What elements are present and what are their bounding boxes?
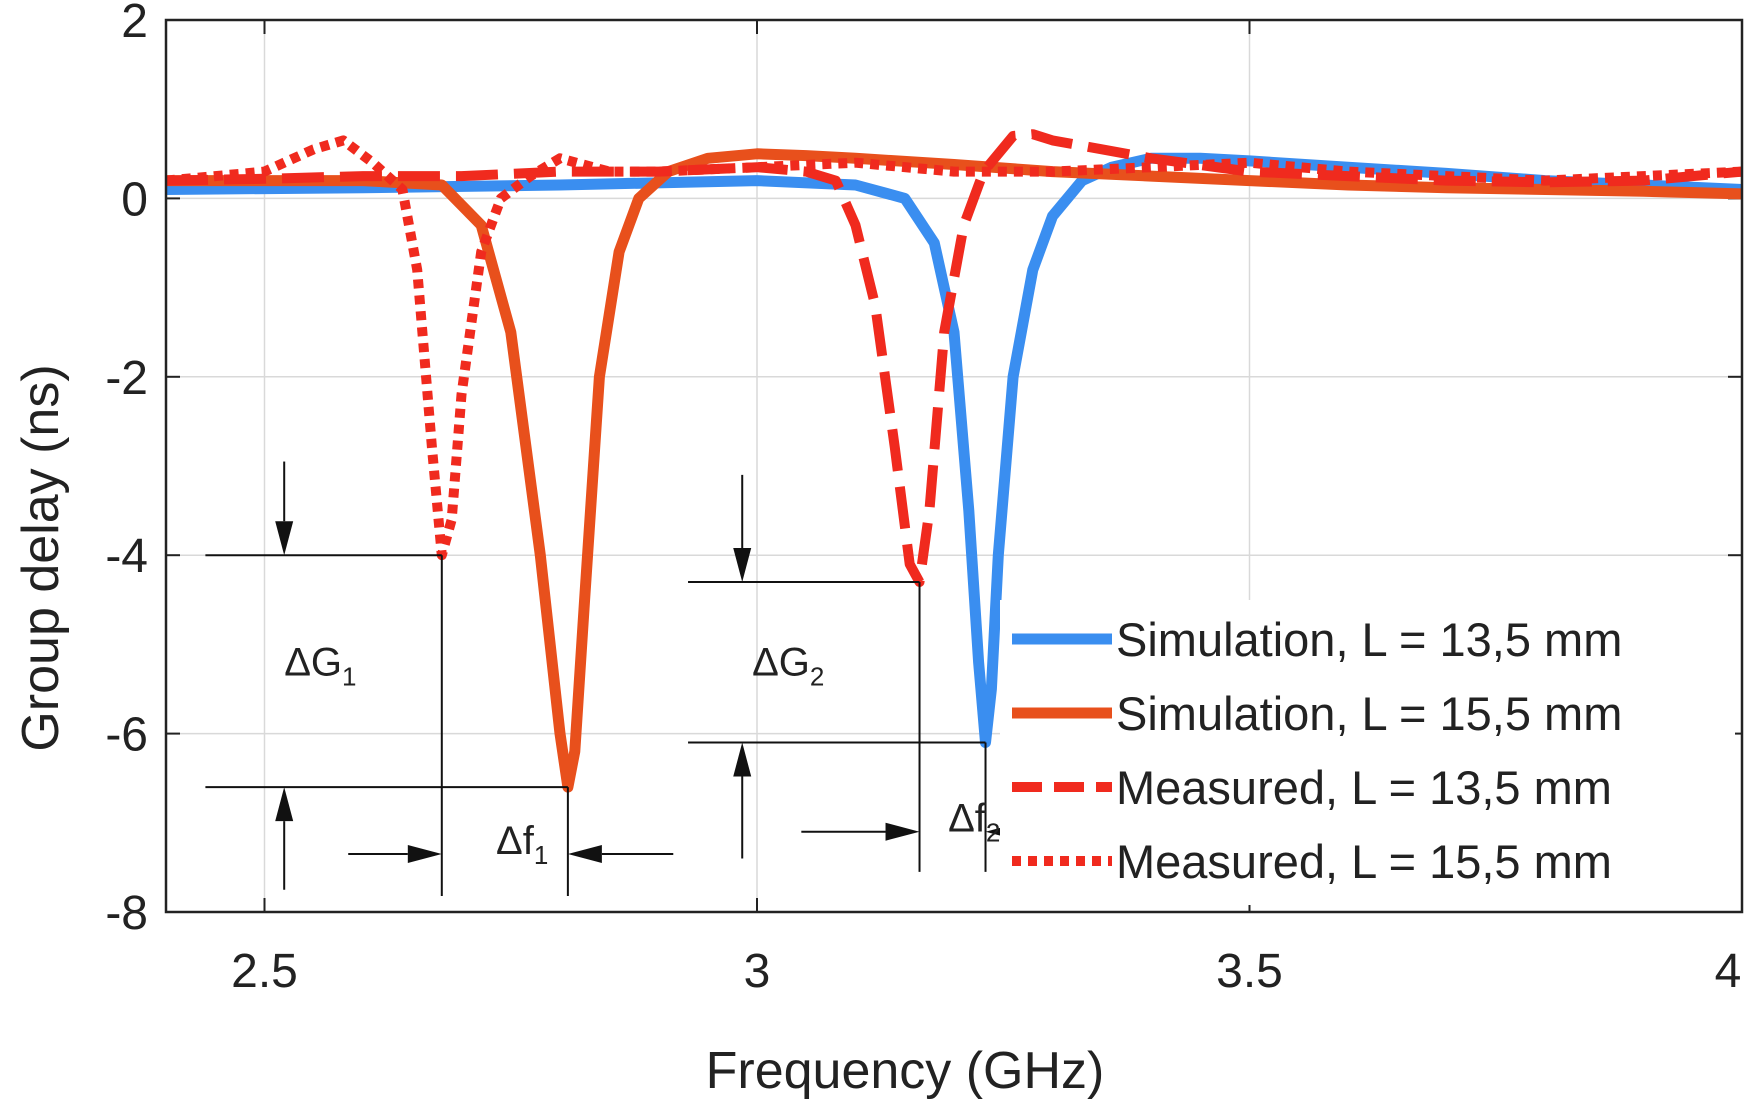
series-layer [165,129,1743,793]
delta-f2-left-arrowhead [885,822,920,841]
delta-f2-subscript: 2 [986,818,1000,848]
legend-background [1000,600,1735,905]
y-tick-label: -4 [105,530,148,583]
plot-frame [164,18,1744,914]
x-tick-label: 4 [1715,945,1742,998]
x-axis-label: Frequency (GHz) [706,1042,1105,1100]
y-tick-label: -8 [105,887,148,940]
delta-f1-right-arrowhead [567,845,602,864]
y-tick-label: 0 [121,173,148,226]
delta-g1-label: ΔG1 [284,641,356,692]
legend-label-4: Measured, L = 15,5 mm [1116,835,1612,888]
y-axis-label: Group delay (ns) [12,364,70,751]
legend-label-2: Simulation, L = 15,5 mm [1116,687,1622,740]
delta-g2-top-arrowhead [733,547,752,582]
series-line-4 [165,135,1743,561]
delta-f1-subscript: 1 [534,840,548,870]
series-line-3 [165,129,1743,587]
legend-label-1: Simulation, L = 13,5 mm [1116,613,1622,666]
x-tick-label: 2.5 [231,945,298,998]
y-tick-label: -6 [105,709,148,762]
y-tick-label: 2 [121,0,148,48]
delta-g1-bottom-arrowhead [275,787,294,822]
tick-labels: 2.5 3 3.5 4 2 0 -2 -4 -6 -8 [105,0,1741,998]
delta-g2-bottom-arrowhead [733,742,752,777]
x-tick-label: 3.5 [1216,945,1283,998]
delta-f1-label: Δf1 [496,819,548,870]
legend-label-3: Measured, L = 13,5 mm [1116,761,1612,814]
delta-g1-subscript: 1 [342,662,356,692]
legend: Simulation, L = 13,5 mm Simulation, L = 1… [1000,600,1735,905]
delta-f2-label: Δf2 [948,797,1000,848]
delta-f1-left-arrowhead [407,845,442,864]
delta-g1-top-arrowhead [275,521,294,556]
delta-g2-subscript: 2 [810,662,824,692]
series-line-1 [165,152,1743,748]
x-tick-label: 3 [744,945,771,998]
annotation-layer: ΔG1 Δf1 ΔG2 Δf2 [205,461,1063,896]
delta-g2-label: ΔG2 [752,641,824,692]
y-tick-label: -2 [105,352,148,405]
